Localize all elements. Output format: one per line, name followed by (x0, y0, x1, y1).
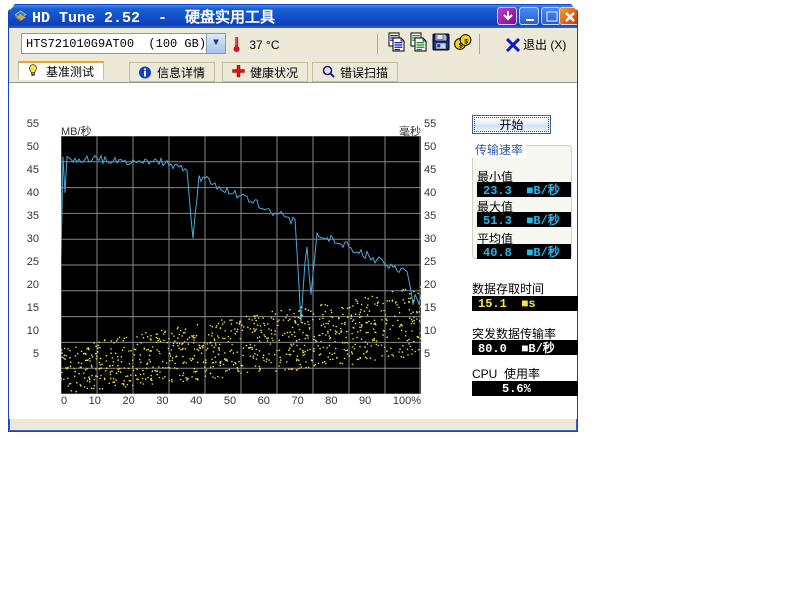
svg-text:$: $ (464, 38, 468, 45)
svg-text:$: $ (459, 42, 463, 49)
